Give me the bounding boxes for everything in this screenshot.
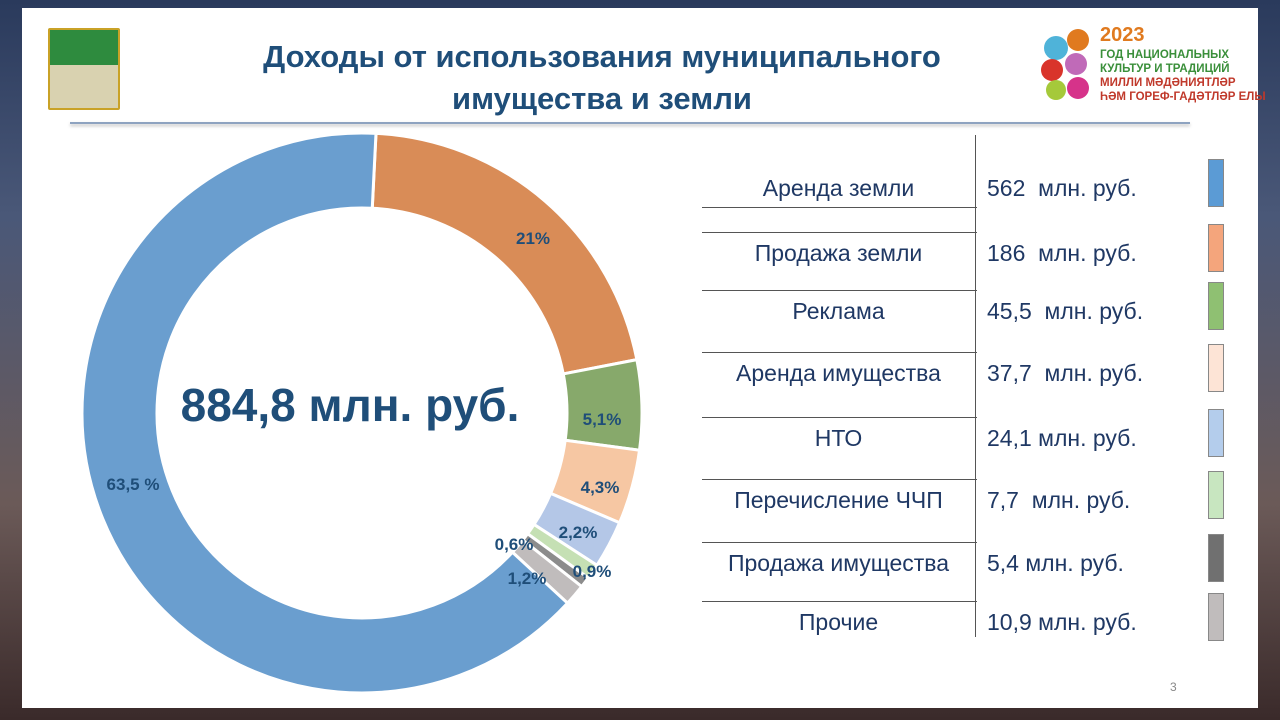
legend-swatch <box>1208 282 1224 330</box>
table-row-divider <box>702 207 977 208</box>
table-row-value: 7,7 млн. руб. <box>987 487 1131 513</box>
slice-percent-label: 2,2% <box>559 523 598 542</box>
year-of-culture-logo: 2023 ГОД НАЦИОНАЛЬНЫХ КУЛЬТУР И ТРАДИЦИЙ… <box>1034 18 1266 113</box>
title-line-2: имущества и земли <box>452 81 752 116</box>
logo-line: МИЛЛИ МӘДӘНИЯТЛӘР <box>1100 77 1236 89</box>
table-row-value: 24,1 млн. руб. <box>987 425 1137 451</box>
slice-percent-label: 1,2% <box>508 569 547 588</box>
slice-percent-label: 0,9% <box>573 562 612 581</box>
table-row-divider <box>702 601 977 602</box>
legend-swatch <box>1208 224 1224 272</box>
legend-swatch <box>1208 471 1224 519</box>
table-row-value: 186 млн. руб. <box>987 240 1137 266</box>
logo-line: КУЛЬТУР И ТРАДИЦИЙ <box>1100 63 1230 75</box>
total-label: 884,8 млн. руб. <box>180 379 520 431</box>
table-row-divider <box>702 542 977 543</box>
page-number: 3 <box>1170 680 1177 694</box>
slice-percent-label: 21% <box>516 229 550 248</box>
table-row-label: Продажа земли <box>754 240 923 266</box>
table-row-label: Перечисление ЧЧП <box>734 487 943 513</box>
table-row-value: 10,9 млн. руб. <box>987 609 1137 635</box>
ornament-icon <box>1041 29 1089 100</box>
slice-percent-label: 63,5 % <box>107 475 160 494</box>
logo-line: ГОД НАЦИОНАЛЬНЫХ <box>1100 49 1230 61</box>
table-row-value: 562 млн. руб. <box>987 175 1137 201</box>
table-row-label: Аренда земли <box>762 175 915 201</box>
slice-percent-label: 5,1% <box>583 410 622 429</box>
logo-line: ҺӘМ ГОРЕФ-ГАДӘТЛӘР ЕЛЫ <box>1100 91 1266 103</box>
table-row-label: Реклама <box>792 298 885 324</box>
slice-percent-label: 0,6% <box>495 535 534 554</box>
table-row-label: Прочие <box>798 609 879 635</box>
legend-swatch <box>1208 593 1224 641</box>
table-row-divider <box>702 352 977 353</box>
table-row-label: Аренда имущества <box>736 360 941 386</box>
donut-slice <box>370 131 639 376</box>
donut-slice <box>80 131 570 695</box>
table-divider <box>975 135 976 637</box>
legend-swatch <box>1208 159 1224 207</box>
page-title: Доходы от использования муниципального и… <box>172 36 1032 120</box>
table-row-value: 37,7 млн. руб. <box>987 360 1144 386</box>
table-row-divider <box>702 232 977 233</box>
table-row-label: НТО <box>814 425 863 451</box>
donut-slice <box>561 357 644 452</box>
table-row-label: Продажа имущества <box>727 550 950 576</box>
legend-swatch <box>1208 344 1224 392</box>
city-emblem-logo <box>48 28 120 110</box>
table-row-divider <box>702 417 977 418</box>
slice-percent-label: 4,3% <box>581 478 620 497</box>
title-line-1: Доходы от использования муниципального <box>263 39 941 74</box>
table-row-divider <box>702 290 977 291</box>
table-row-value: 5,4 млн. руб. <box>987 550 1124 576</box>
table-row-divider <box>702 479 977 480</box>
legend-swatch <box>1208 534 1224 582</box>
table-row-value: 45,5 млн. руб. <box>987 298 1144 324</box>
title-divider <box>70 122 1190 124</box>
logo-year: 2023 <box>1100 24 1145 46</box>
legend-swatch <box>1208 409 1224 457</box>
